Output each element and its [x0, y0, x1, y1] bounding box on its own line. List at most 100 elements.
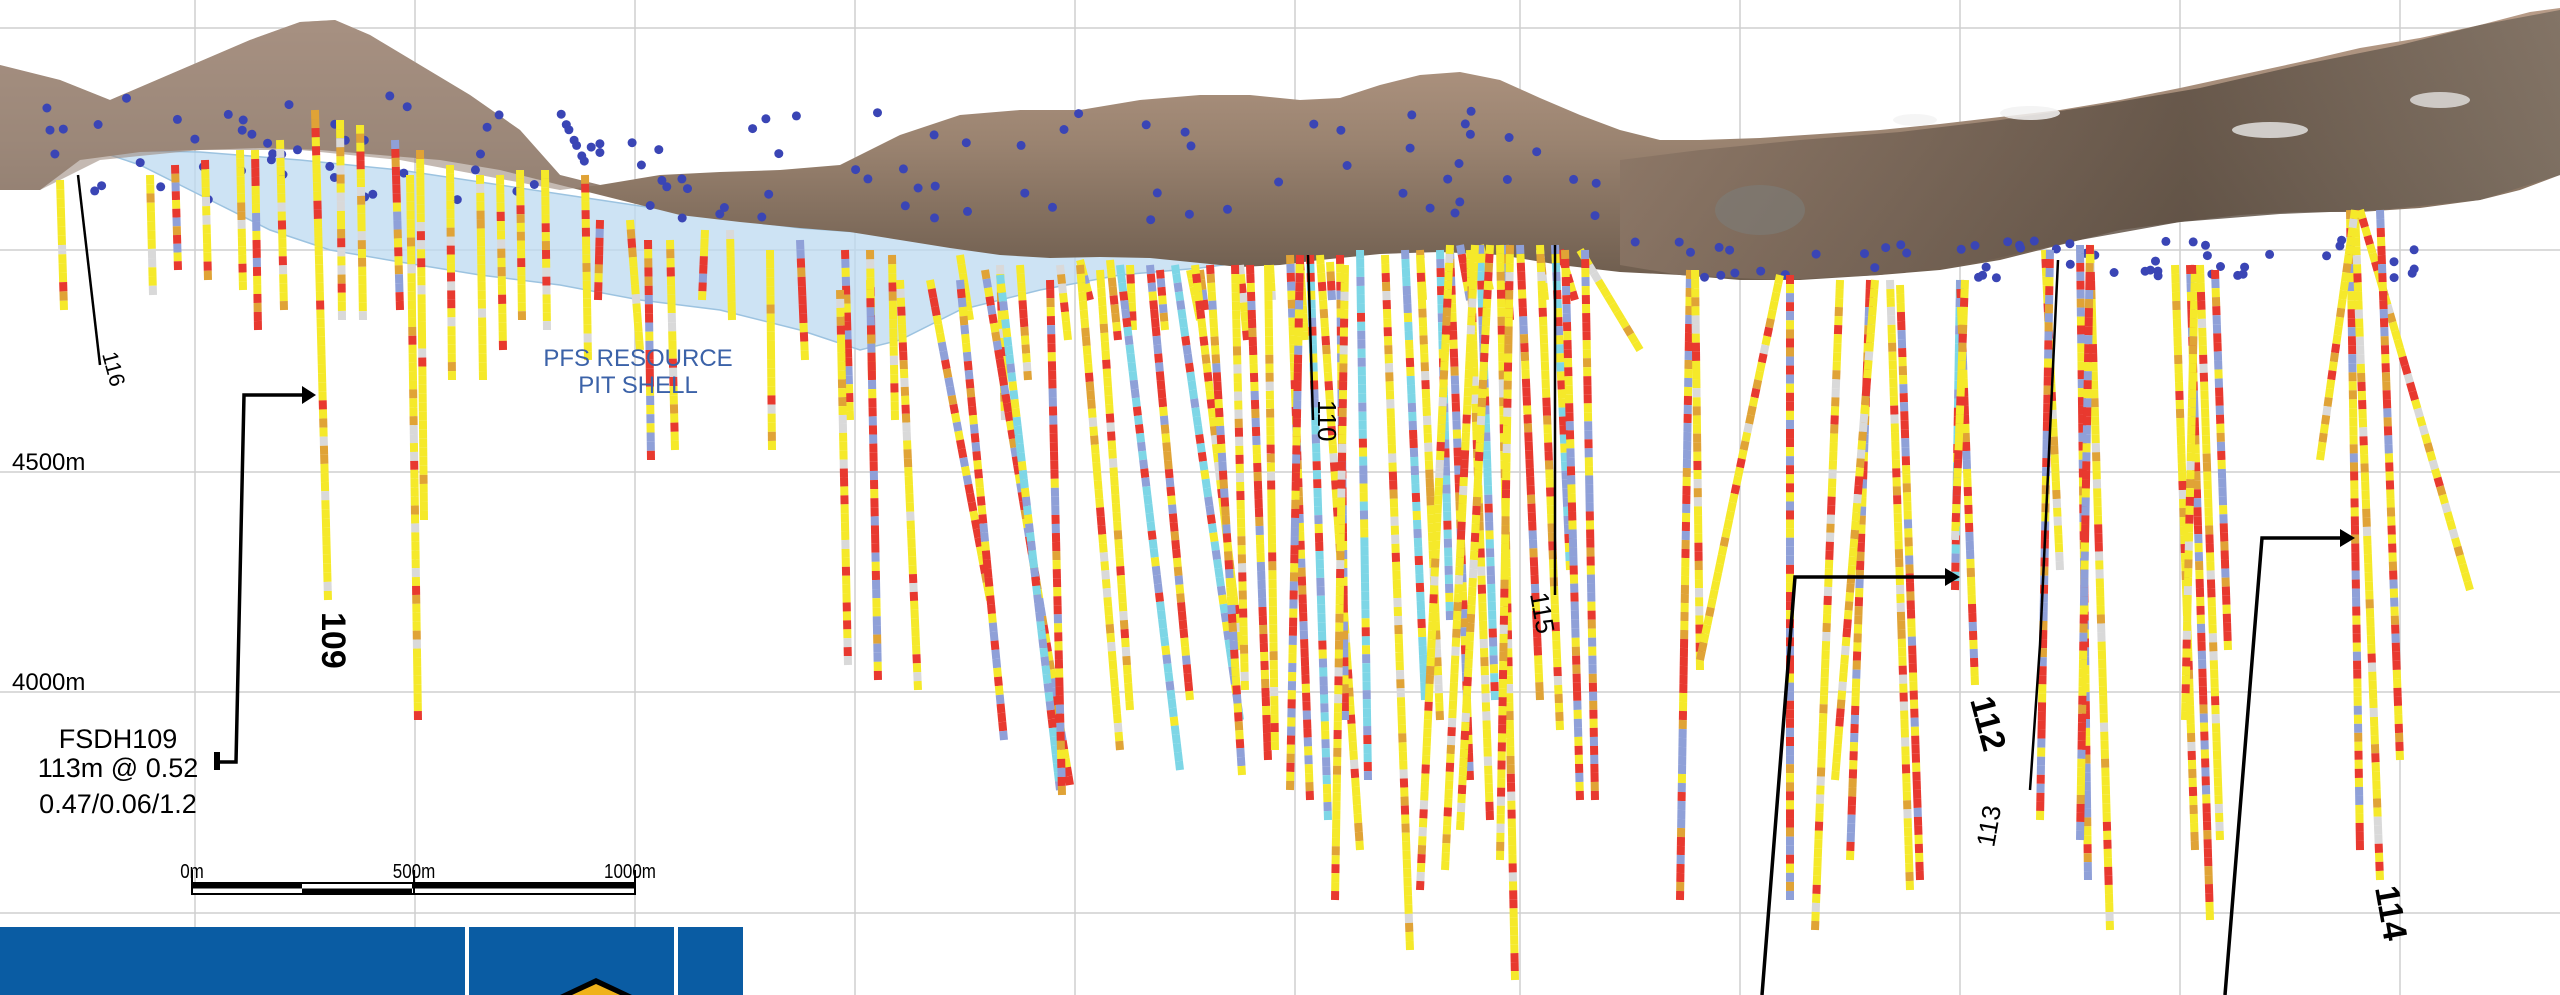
drill-hole: [1076, 264, 1124, 751]
drill-hole-interval: [1227, 604, 1236, 615]
drill-hole-interval: [1122, 317, 1132, 328]
drill-hole-interval: [1041, 665, 1051, 676]
drill-hole-interval: [1192, 416, 1202, 427]
drill-hole-interval: [961, 333, 971, 344]
drill-hole-interval: [991, 331, 1001, 342]
drill-hole-interval: [1105, 413, 1115, 423]
drill-hole-interval: [1097, 287, 1106, 298]
drill-hole-interval: [2328, 361, 2338, 372]
drill-hole-interval: [1111, 312, 1121, 323]
drill-hole-interval: [1003, 402, 1013, 413]
drill-hole-interval: [1044, 651, 1054, 662]
drill-hole-interval: [1009, 389, 1019, 400]
drill-collar: [293, 145, 302, 155]
drill-hole-interval: [1101, 579, 1111, 589]
drill-hole-interval: [2461, 571, 2472, 583]
drill-hole: [2086, 244, 2114, 931]
drill-hole-interval: [1003, 336, 1013, 347]
drill-hole-interval: [2334, 316, 2344, 327]
drill-hole-interval: [1590, 271, 1602, 283]
drill-hole: [1536, 244, 1564, 731]
drill-hole: [1286, 254, 1304, 791]
drill-hole-interval: [983, 568, 993, 579]
drill-hole-interval: [1174, 575, 1184, 585]
drill-hole-interval: [1048, 727, 1058, 738]
drill-hole-interval: [1222, 524, 1231, 534]
drill-collar: [156, 182, 166, 192]
drill-collar: [1756, 266, 1766, 276]
drill-hole-interval: [986, 595, 996, 606]
drill-hole-interval: [1352, 804, 1362, 815]
drill-hole-interval: [1181, 646, 1190, 656]
drill-collar: [2140, 266, 2150, 276]
drill-hole-interval: [1213, 452, 1222, 463]
drill-hole-interval: [1710, 580, 1721, 591]
drill-hole-interval: [2363, 234, 2374, 246]
drill-hole-interval: [1631, 340, 1644, 353]
drill-hole-interval: [1076, 273, 1086, 284]
drill-hole-interval: [1849, 538, 1859, 549]
drill-collar: [1896, 240, 1906, 250]
drill-hole-interval: [1328, 435, 1337, 445]
drill-hole-interval: [1220, 612, 1230, 623]
drill-hole-interval: [1209, 532, 1219, 543]
drill-hole-interval: [1173, 751, 1183, 762]
drill-hole-interval: [1131, 397, 1141, 408]
drill-collar: [452, 195, 462, 205]
drill-hole-interval: [966, 387, 976, 398]
drill-hole-interval: [1227, 613, 1237, 624]
drill-hole-interval: [1349, 750, 1358, 761]
drill-hole-interval: [1147, 530, 1157, 541]
drill-collar: [677, 174, 687, 184]
drill-hole-interval: [1010, 446, 1020, 458]
drill-hole-interval: [1197, 318, 1207, 329]
drill-hole-interval: [987, 604, 996, 615]
drill-hole-interval: [1219, 479, 1229, 489]
drill-hole-interval: [1144, 503, 1154, 514]
drill-hole-interval: [1037, 629, 1047, 640]
drill-hole-interval: [1766, 309, 1777, 320]
drill-collar: [247, 129, 257, 139]
drill-hole-interval: [1856, 449, 1866, 459]
drill-hole-interval: [1348, 741, 1358, 752]
drill-hole-interval: [980, 532, 990, 542]
drill-hole-interval: [1016, 264, 1025, 275]
drill-hole-interval: [1328, 444, 1338, 454]
drill-hole-interval: [1737, 449, 1748, 460]
drill-hole-interval: [1120, 628, 1130, 639]
drill-hole-interval: [1033, 594, 1043, 604]
drill-hole-interval: [2391, 329, 2402, 341]
drill-hole: [1381, 254, 1414, 951]
drill-hole-interval: [1324, 380, 1334, 391]
drill-hole-interval: [997, 367, 1007, 378]
drill-hole-interval: [1743, 422, 1754, 434]
drill-hole-interval: [1182, 664, 1192, 674]
drill-collar: [1184, 209, 1194, 219]
drill-collar: [963, 206, 972, 216]
drill-hole-interval: [1838, 672, 1848, 683]
drill-hole-interval: [1240, 311, 1250, 322]
drill-hole-interval: [1229, 640, 1239, 650]
drill-hole-interval: [1329, 462, 1339, 472]
drill-hole-interval: [1326, 261, 1335, 272]
drill-hole-interval: [1136, 432, 1146, 443]
drill-hole-interval: [1028, 549, 1038, 560]
drill-hole-interval: [1112, 704, 1122, 715]
drill-hole: [726, 229, 736, 321]
drill-hole-interval: [1214, 407, 1224, 418]
drill-hole-interval: [1223, 630, 1233, 641]
drill-collar: [2216, 262, 2225, 271]
drill-hole-interval: [1210, 541, 1220, 552]
drill-hole-interval: [1235, 730, 1244, 740]
drill-hole-interval: [1204, 380, 1214, 391]
drill-hole-interval: [1103, 377, 1112, 388]
drill-collar: [1460, 119, 1470, 129]
drill-hole-interval: [1846, 583, 1855, 593]
drill-hole-interval: [981, 541, 990, 551]
drill-hole-interval: [2396, 347, 2407, 358]
drill-hole-interval: [1158, 295, 1167, 305]
drill-hole-interval: [1030, 567, 1040, 578]
drill-hole-interval: [1015, 443, 1025, 454]
drill-hole-interval: [1232, 622, 1242, 633]
